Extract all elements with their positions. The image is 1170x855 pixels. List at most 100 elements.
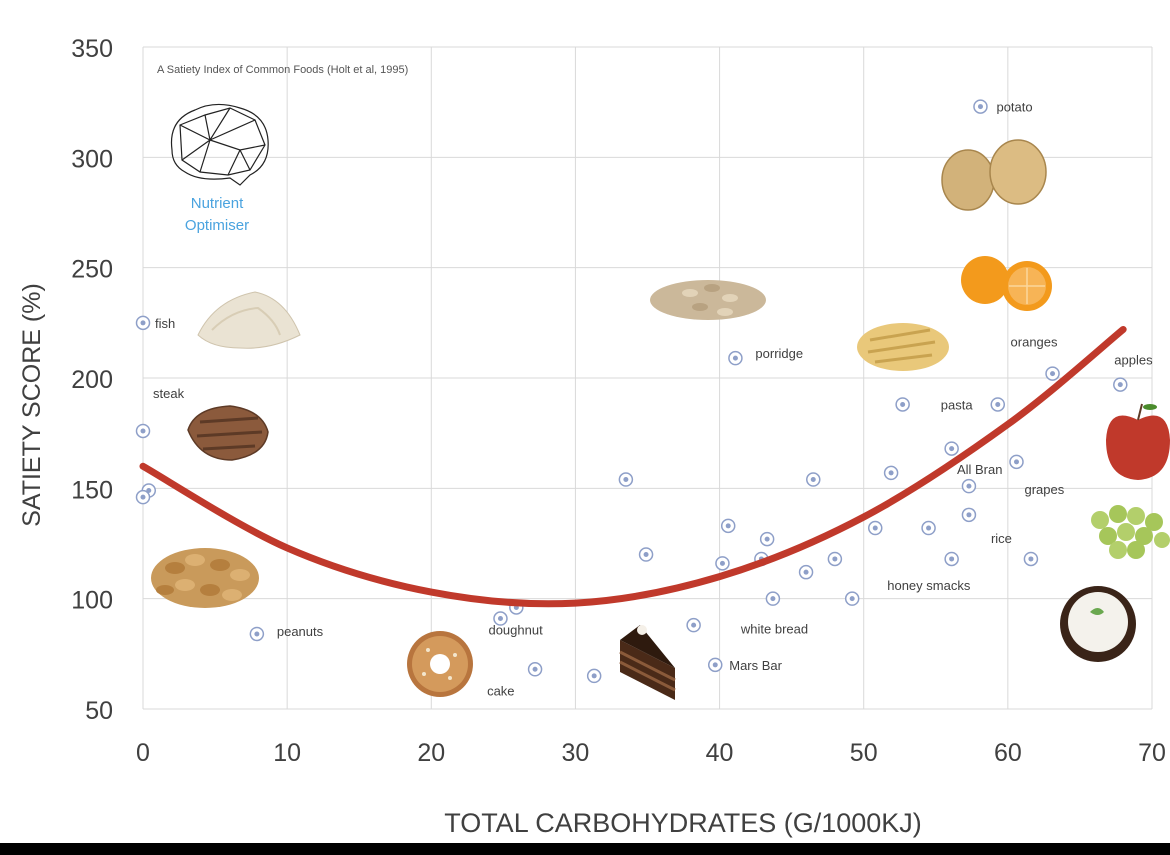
x-tick-label: 40 bbox=[706, 739, 734, 767]
peanuts-icon bbox=[151, 548, 259, 608]
data-point bbox=[973, 99, 988, 114]
cake-icon bbox=[619, 625, 676, 700]
data-point bbox=[728, 350, 743, 366]
data-point-inner bbox=[888, 470, 894, 476]
data-point-inner bbox=[1028, 556, 1034, 562]
data-point bbox=[1009, 454, 1024, 470]
potato-icon bbox=[941, 139, 1047, 211]
point-label: All Bran bbox=[957, 462, 1003, 477]
doughnut-icon bbox=[407, 631, 473, 697]
point-label: doughnut bbox=[488, 623, 543, 638]
data-point bbox=[618, 472, 634, 487]
data-point-inner bbox=[140, 428, 146, 434]
data-point-inner bbox=[900, 401, 906, 407]
data-point bbox=[720, 518, 736, 534]
apple-icon bbox=[1106, 403, 1170, 480]
grapes-icon bbox=[1091, 505, 1170, 559]
data-point bbox=[135, 423, 151, 439]
grid-lines bbox=[142, 46, 1153, 710]
data-point-inner bbox=[949, 446, 955, 452]
bottom-black-bar bbox=[0, 843, 1170, 855]
data-point bbox=[135, 489, 151, 505]
y-tick-label: 350 bbox=[71, 35, 113, 63]
data-point-inner bbox=[532, 666, 538, 672]
x-tick-label: 60 bbox=[994, 739, 1022, 767]
food-illustrations bbox=[151, 103, 1170, 700]
y-tick-label: 100 bbox=[71, 587, 113, 615]
y-axis-label: SATIETY SCORE (%) bbox=[18, 283, 46, 527]
data-point bbox=[867, 520, 883, 536]
data-point-inner bbox=[623, 477, 629, 483]
point-label: rice bbox=[991, 531, 1012, 546]
data-point-inner bbox=[977, 104, 983, 110]
data-point-inner bbox=[732, 355, 738, 361]
pasta-icon bbox=[857, 323, 949, 371]
data-point-inner bbox=[691, 622, 697, 628]
data-point bbox=[135, 315, 151, 331]
data-point-inner bbox=[926, 525, 932, 531]
data-point-inner bbox=[591, 673, 597, 679]
data-point bbox=[1045, 366, 1060, 381]
y-tick-label: 200 bbox=[71, 366, 113, 394]
data-point bbox=[686, 617, 701, 633]
data-point bbox=[961, 507, 977, 523]
data-point bbox=[883, 465, 899, 481]
x-tick-label: 0 bbox=[136, 739, 150, 767]
data-point-inner bbox=[254, 631, 260, 637]
point-label: apples bbox=[1114, 353, 1153, 368]
data-point bbox=[961, 478, 977, 494]
data-point-inner bbox=[770, 596, 776, 602]
chart-title: A Satiety Index of Common Foods (Holt et… bbox=[157, 64, 408, 76]
y-tick-label: 50 bbox=[85, 697, 113, 725]
x-axis-label: TOTAL CARBOHYDRATES (G/1000KJ) bbox=[444, 808, 922, 838]
fish-icon bbox=[197, 291, 301, 349]
data-point bbox=[990, 397, 1006, 412]
point-label: grapes bbox=[1025, 482, 1065, 497]
data-point bbox=[844, 591, 860, 606]
data-point-inner bbox=[1050, 371, 1056, 377]
data-point bbox=[759, 531, 775, 547]
logo-text-line1: Nutrient bbox=[191, 195, 244, 212]
data-points bbox=[135, 99, 1128, 684]
data-point-inner bbox=[643, 552, 649, 558]
x-tick-label: 50 bbox=[850, 739, 878, 767]
data-point-inner bbox=[803, 569, 809, 575]
x-tick-label: 70 bbox=[1138, 739, 1166, 767]
porridge-oats-icon bbox=[650, 280, 766, 320]
data-point-inner bbox=[995, 401, 1001, 407]
data-point bbox=[806, 472, 821, 487]
x-tick-label: 30 bbox=[562, 739, 590, 767]
data-point-inner bbox=[140, 320, 146, 326]
axis-ticks: 50 100 150 200 250 300 350 0 10 20 30 40 50 60 70 bbox=[71, 35, 1166, 767]
rice-bowl-icon bbox=[1060, 586, 1136, 662]
data-point bbox=[638, 547, 654, 562]
data-point-inner bbox=[966, 483, 972, 489]
data-point bbox=[493, 611, 508, 626]
data-point bbox=[944, 551, 959, 567]
logo-text-line2: Optimiser bbox=[185, 217, 249, 234]
point-label: peanuts bbox=[277, 624, 324, 639]
data-point-inner bbox=[497, 616, 503, 622]
point-label: steak bbox=[153, 386, 185, 401]
data-point bbox=[1113, 377, 1128, 392]
trend-line bbox=[139, 325, 1127, 608]
brain-logo-icon bbox=[170, 103, 269, 186]
data-point-inner bbox=[1014, 459, 1020, 465]
orange-icon bbox=[961, 256, 1052, 311]
point-label: white bread bbox=[740, 622, 808, 637]
data-point-inner bbox=[849, 596, 855, 602]
data-point-inner bbox=[810, 477, 816, 483]
point-label: pasta bbox=[941, 397, 974, 412]
data-point bbox=[827, 551, 843, 567]
data-point bbox=[798, 564, 814, 580]
data-point-inner bbox=[140, 494, 146, 500]
data-point bbox=[1023, 551, 1039, 567]
point-label: potato bbox=[996, 100, 1032, 115]
data-point bbox=[765, 591, 781, 606]
point-label: porridge bbox=[755, 346, 803, 361]
point-labels: fish steak peanuts doughnut cake Mars Bar porr… bbox=[153, 100, 1153, 699]
y-tick-label: 150 bbox=[71, 476, 113, 504]
data-point bbox=[249, 626, 265, 642]
data-point-inner bbox=[832, 556, 838, 562]
